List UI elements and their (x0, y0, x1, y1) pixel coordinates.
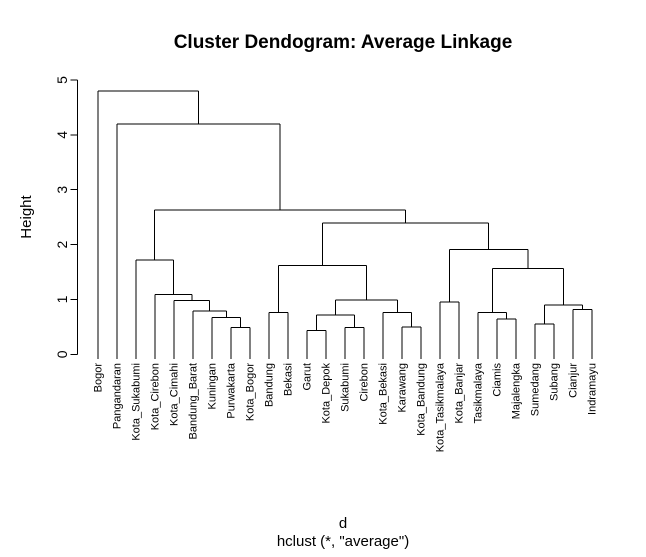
y-tick-label: 3 (54, 186, 70, 194)
leaf-label: Cirebon (359, 363, 371, 402)
y-axis: 0 1 2 3 4 5 (54, 76, 78, 358)
leaf-label: Kota_Bekasi (378, 363, 390, 425)
leaf-label: Kota_Banjar (454, 363, 466, 424)
y-tick-label: 1 (54, 295, 70, 303)
leaf-label: Tasikmalaya (473, 362, 485, 423)
leaf-label: Kota_Cimahi (169, 363, 181, 426)
x-axis-label: d (338, 515, 348, 532)
leaf-label: Bogor (93, 363, 105, 393)
leaf-label: Bandung (264, 363, 276, 407)
leaf-label: Garut (302, 363, 314, 391)
leaf-label: Kota_Tasikmalaya (435, 362, 447, 452)
y-tick-label: 0 (54, 350, 70, 358)
leaf-label: Purwakarta (226, 362, 238, 419)
chart-title: Cluster Dendogram: Average Linkage (173, 32, 513, 53)
leaf-label: Subang (549, 363, 561, 401)
leaf-label: Kota_Cirebon (150, 363, 162, 430)
y-tick-label: 5 (54, 76, 70, 84)
leaf-label: Majalengka (511, 362, 523, 419)
leaf-label: Bekasi (283, 363, 295, 396)
leaf-label: Cianjur (568, 363, 580, 398)
leaf-label: Kota_Sukabumi (131, 363, 143, 441)
y-axis-label: Height (18, 195, 35, 239)
leaf-label: Indramayu (587, 363, 599, 415)
y-tick-label: 2 (54, 240, 70, 248)
y-tick-label: 4 (54, 131, 70, 139)
leaf-label: Ciamis (492, 363, 504, 397)
leaf-labels: Bogor Pangandaran Kota_Sukabumi Kota_Cirebo… (93, 362, 599, 452)
dendrogram-lines (97, 90, 593, 359)
leaf-label: Karawang (397, 363, 409, 413)
leaf-label: Kota_Depok (321, 363, 333, 424)
leaf-label: Pangandaran (112, 363, 124, 429)
leaf-label: Kota_Bandung (416, 363, 428, 436)
leaf-label: Sumedang (530, 363, 542, 416)
leaf-label: Kota_Bogor (245, 363, 257, 421)
leaf-label: Bandung_Barat (188, 363, 200, 439)
leaf-label: Sukabumi (340, 363, 352, 412)
subtitle-hclust: hclust (*, "average") (276, 533, 410, 550)
leaf-label: Kuningan (207, 363, 219, 410)
